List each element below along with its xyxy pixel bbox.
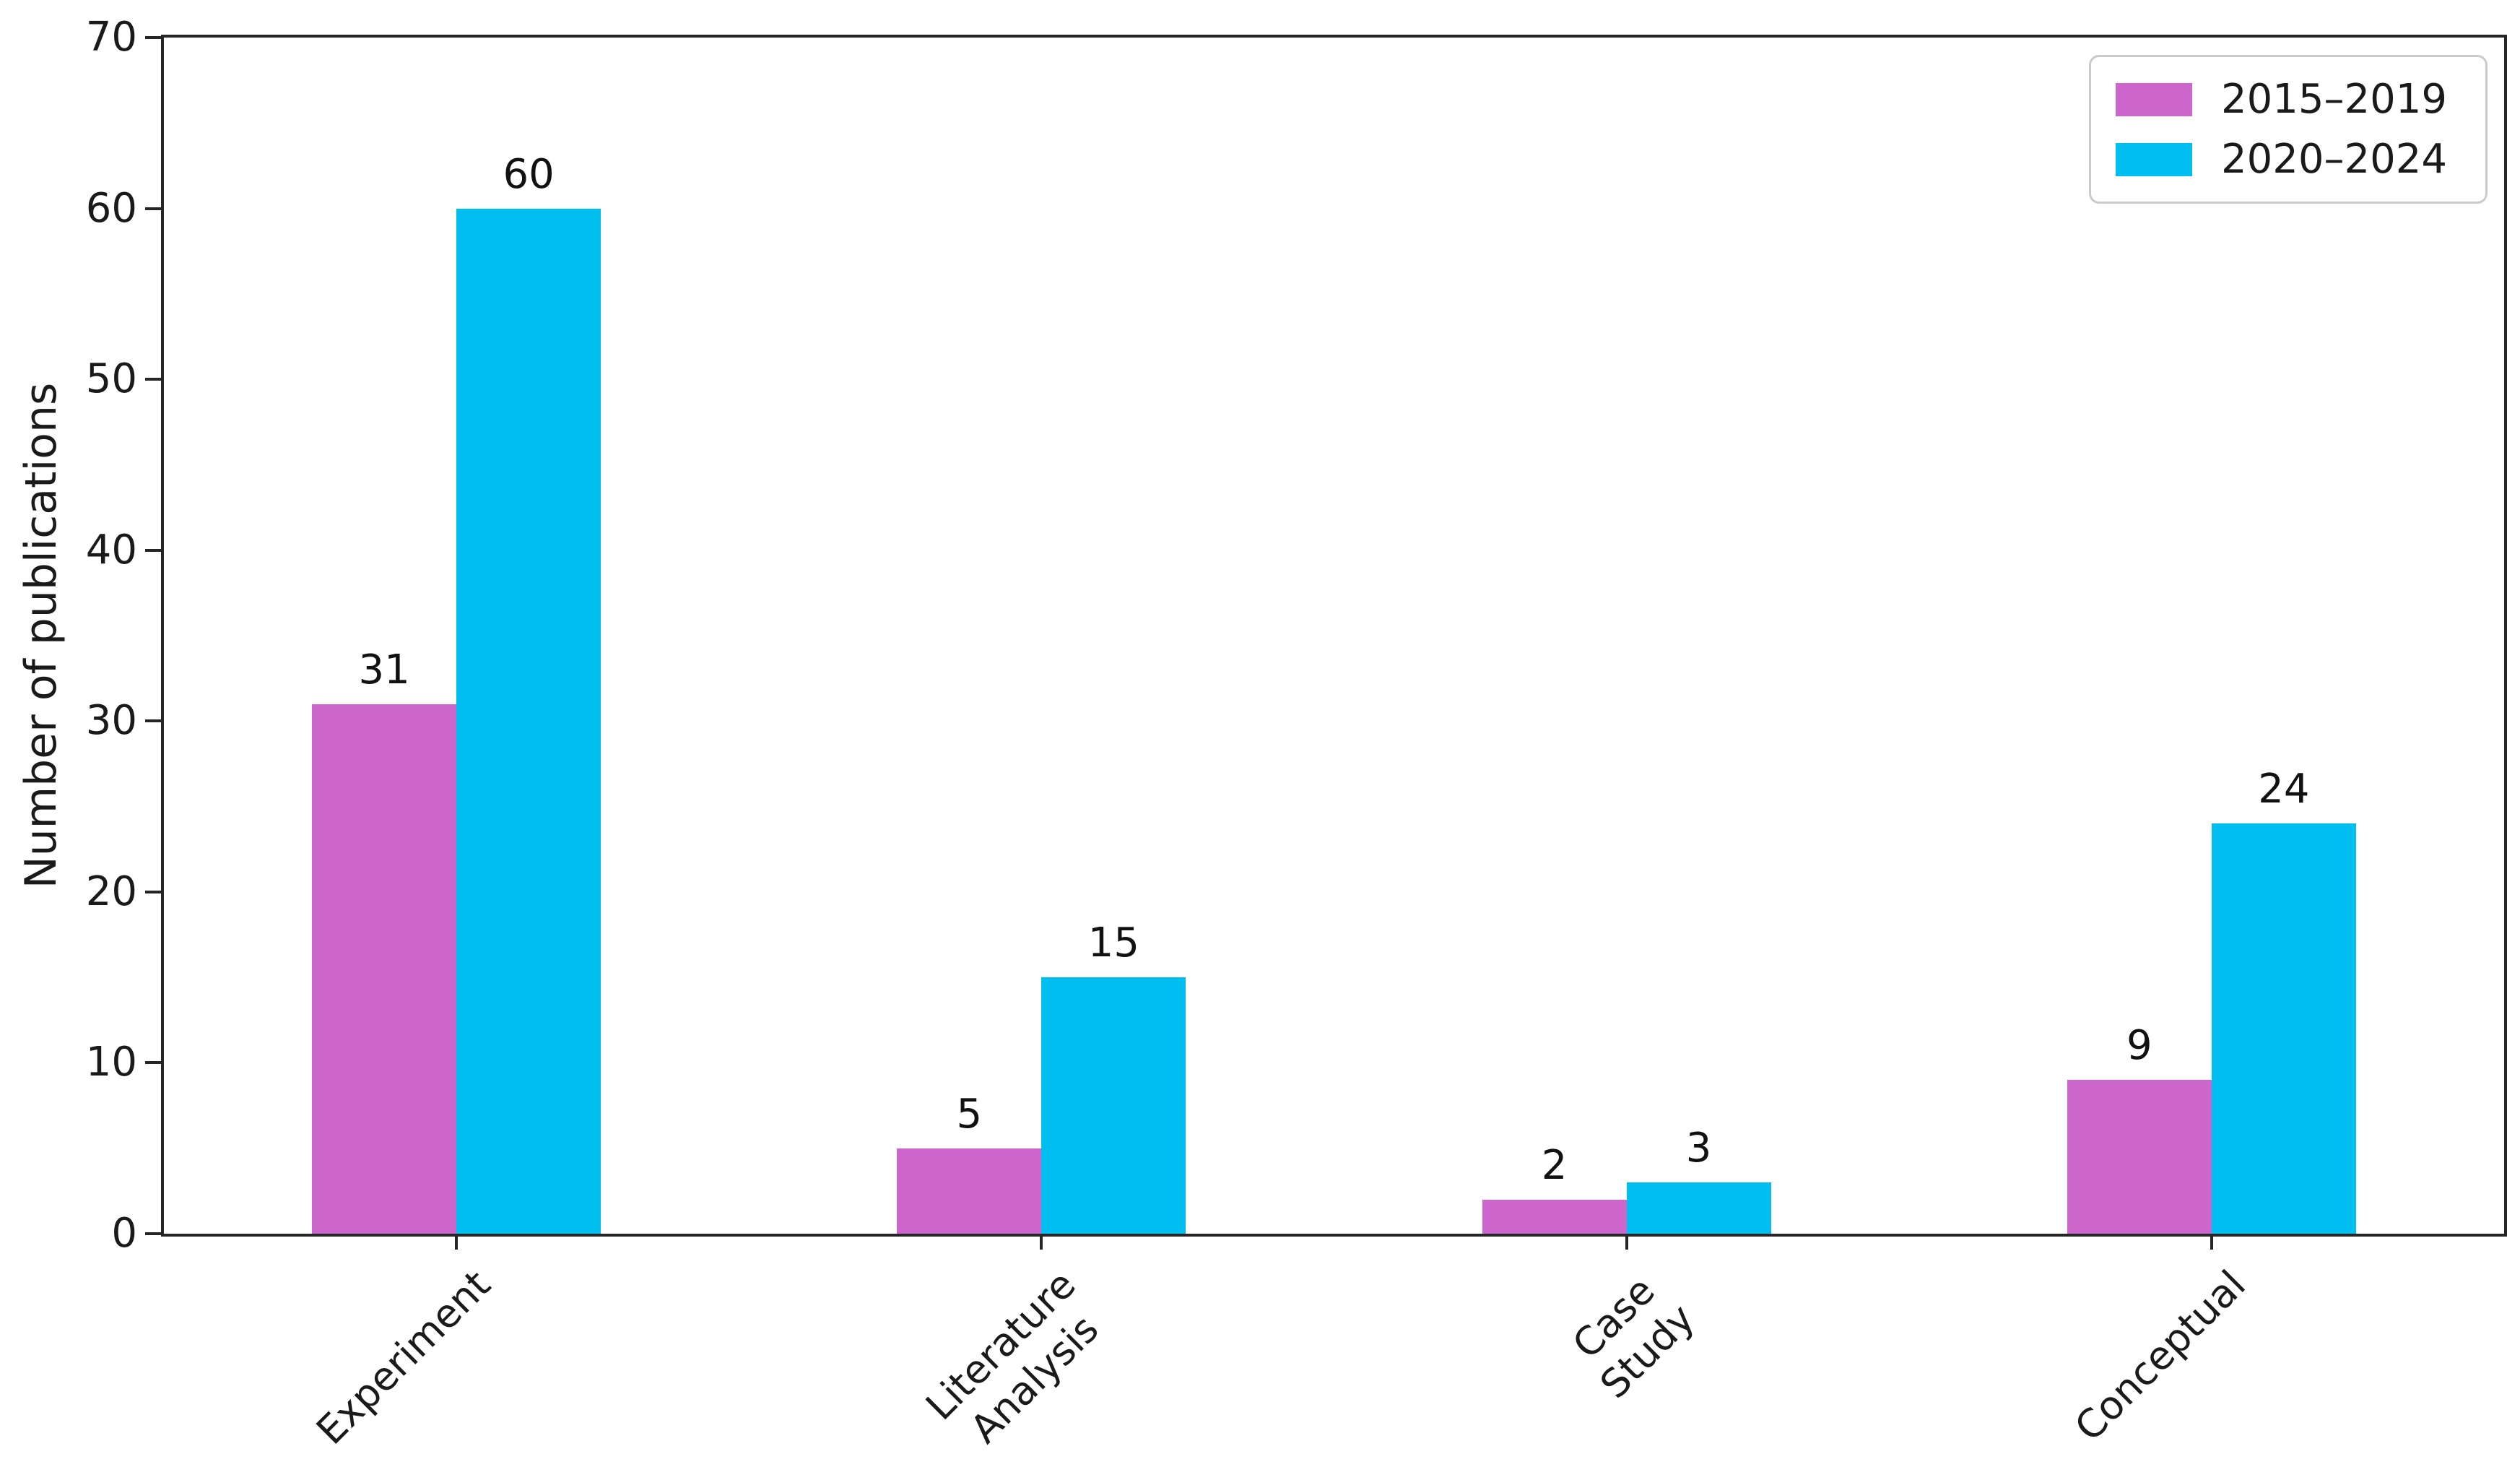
legend-label: 2015–2019 [2221, 76, 2448, 123]
x-tick-label: Case Study [1563, 1268, 1703, 1408]
y-tick-label: 50 [85, 355, 137, 403]
bar-value-label: 3 [1685, 1125, 1712, 1172]
y-tick-mark [145, 36, 162, 39]
y-tick-mark [145, 1232, 162, 1235]
bar [2211, 823, 2356, 1234]
x-tick-label: Experiment [308, 1261, 500, 1453]
x-tick-mark [1040, 1234, 1043, 1250]
bar-value-label: 24 [2258, 766, 2310, 813]
x-tick-mark [1625, 1234, 1628, 1250]
x-tick-label: Literature Analysis [917, 1261, 1108, 1453]
legend: 2015–2019 2020–2024 [2089, 55, 2488, 204]
y-tick-label: 70 [85, 14, 137, 61]
y-tick-mark [145, 207, 162, 210]
bar-value-label: 15 [1087, 919, 1139, 967]
bar [312, 704, 457, 1234]
bar-value-label: 5 [956, 1090, 983, 1138]
x-tick-label: Conceptual [2066, 1261, 2255, 1450]
x-tick-mark [455, 1234, 459, 1250]
bar [1041, 977, 1186, 1234]
bar [897, 1148, 1042, 1234]
legend-label: 2020–2024 [2221, 136, 2448, 183]
bar [1626, 1182, 1771, 1234]
x-tick-mark [2210, 1234, 2213, 1250]
y-tick-label: 30 [85, 697, 137, 745]
legend-swatch [2116, 82, 2192, 116]
y-tick-mark [145, 890, 162, 893]
y-tick-mark [145, 548, 162, 552]
bar-value-label: 9 [2126, 1022, 2152, 1070]
legend-entry: 2020–2024 [2116, 136, 2485, 183]
y-tick-mark [145, 378, 162, 381]
legend-swatch [2116, 142, 2192, 176]
y-tick-label: 10 [85, 1039, 137, 1086]
y-tick-mark [145, 719, 162, 723]
bar-value-label: 60 [503, 150, 555, 198]
y-tick-label: 20 [85, 867, 137, 915]
bar [2067, 1080, 2212, 1234]
legend-entry: 2015–2019 [2116, 76, 2485, 123]
bar [1482, 1199, 1627, 1234]
y-tick-label: 40 [85, 526, 137, 574]
y-tick-label: 0 [111, 1210, 137, 1257]
bar [456, 208, 601, 1234]
bar-value-label: 2 [1541, 1141, 1568, 1189]
y-tick-label: 60 [85, 184, 137, 232]
bar-value-label: 31 [358, 646, 410, 693]
y-axis-title: Number of publications [16, 382, 66, 889]
y-tick-mark [145, 1061, 162, 1065]
